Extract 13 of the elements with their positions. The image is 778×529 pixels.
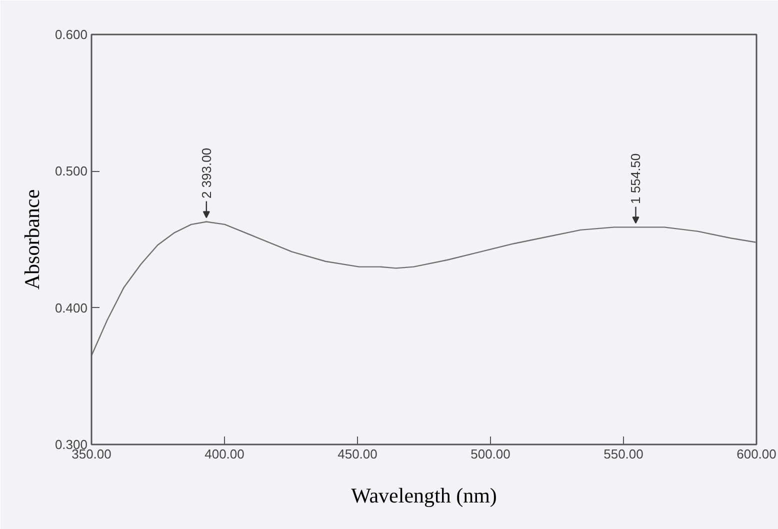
x-tick-label: 450.00 [338, 446, 378, 462]
x-tick-label: 400.00 [204, 446, 244, 462]
y-axis-title: Absorbance [20, 189, 44, 290]
y-tick-label: 0.500 [54, 164, 88, 179]
x-axis-title: Wavelength (nm) [351, 484, 497, 508]
y-tick-label: 0.400 [54, 300, 88, 316]
x-tick-label: 550.00 [604, 446, 644, 462]
line-series [92, 221, 756, 356]
annotation: 1 554.50 [628, 153, 644, 204]
x-tick-label: 600.00 [736, 446, 776, 462]
x-tick-label: 500.00 [470, 446, 510, 462]
annotation: 2 393.00 [198, 148, 214, 198]
y-tick-label: 0.600 [54, 27, 88, 42]
